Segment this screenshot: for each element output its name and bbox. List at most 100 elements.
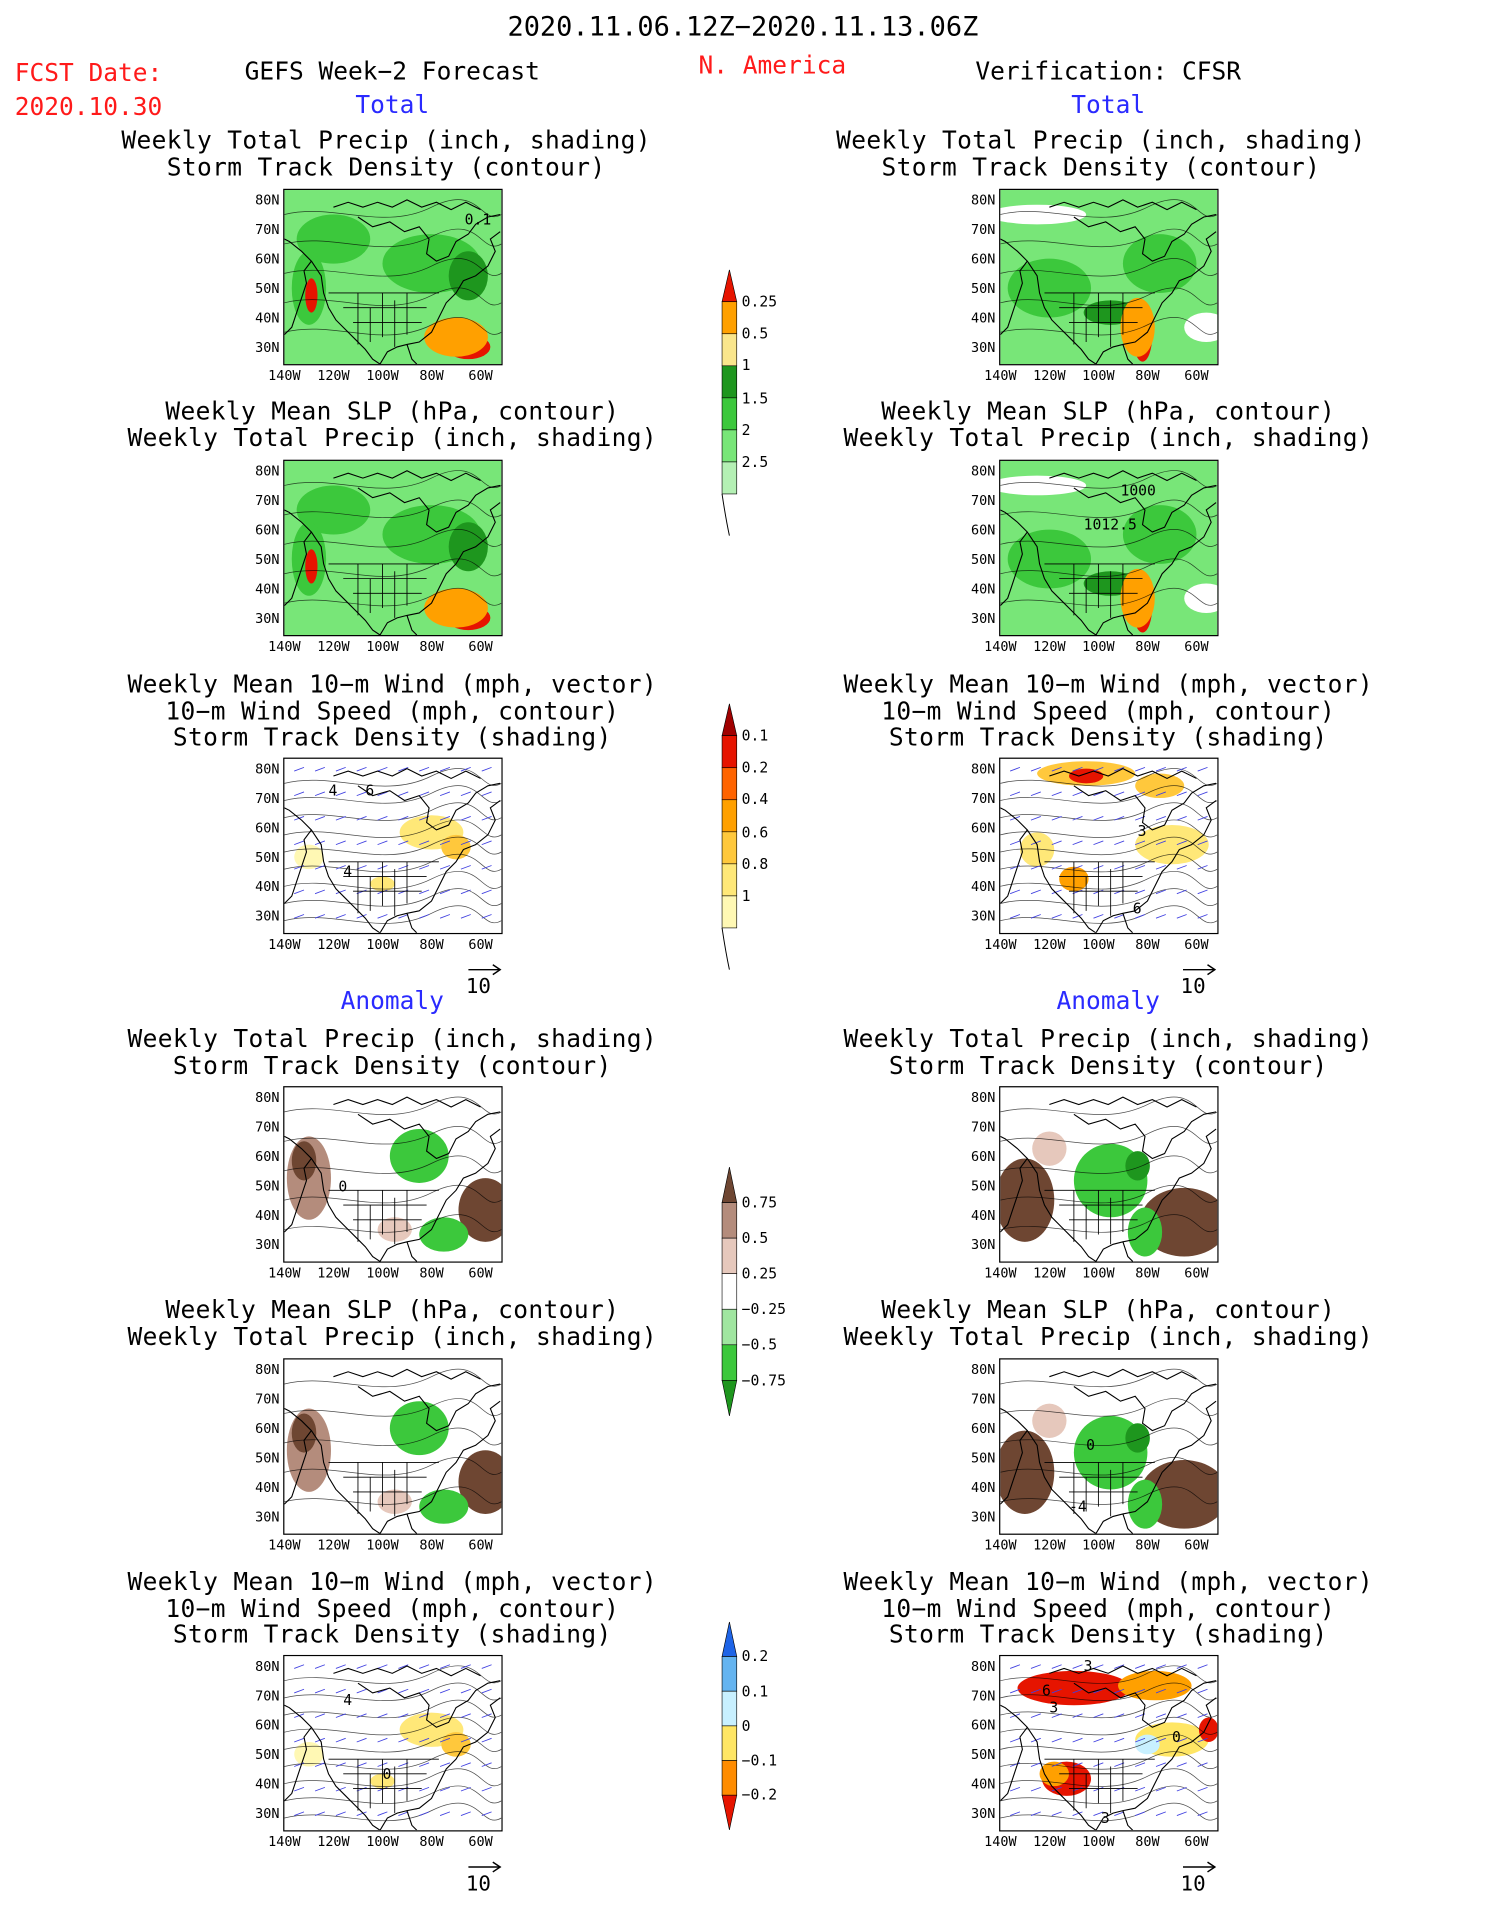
lon-tick-label: 100W [366, 1833, 399, 1850]
lat-tick-label: 40N [971, 581, 996, 598]
wind-vector [1176, 914, 1187, 919]
wind-vector [439, 1811, 451, 1816]
wind-vector [1114, 791, 1125, 797]
wind-vector [398, 816, 409, 821]
shading-region [294, 1741, 324, 1767]
lon-tick-label: 100W [1082, 936, 1115, 953]
wind-vector [419, 914, 430, 919]
lat-tick-label: 60N [255, 522, 280, 539]
colorbar-segment [721, 895, 738, 929]
wind-vector [356, 791, 367, 797]
lat-tick-label: 80N [255, 761, 280, 778]
wind-vector [419, 1786, 430, 1792]
lon-tick-label: 80W [419, 936, 444, 953]
wind-vector [1135, 865, 1146, 870]
panel-title: Weekly Total Precip (inch, shading) Storm… [843, 1023, 1373, 1080]
colorbar-segment [721, 1202, 738, 1239]
contour-line [284, 1699, 502, 1719]
wind-vector [1051, 840, 1062, 846]
state-borders [1044, 861, 1155, 916]
wind-vector [460, 767, 471, 772]
wind-vector [1072, 840, 1083, 846]
vector-reference: 10 [466, 1861, 503, 1895]
contour-label: 0 [338, 1178, 348, 1196]
wind-vector [1135, 1811, 1146, 1816]
wind-vector [1114, 1737, 1125, 1743]
contour-line [284, 587, 502, 607]
wind-vector [1176, 1664, 1187, 1669]
shading-region [1198, 1717, 1218, 1742]
wind-vector [460, 1688, 471, 1694]
contour-line [284, 1368, 502, 1388]
lon-tick-label: 140W [268, 367, 301, 384]
wind-vector [1176, 889, 1187, 895]
lat-tick-label: 60N [971, 522, 996, 539]
colorbar-tick-label: 0.2 [741, 1647, 769, 1666]
wind-vector [1072, 1664, 1083, 1669]
wind-vector [1114, 767, 1125, 772]
contour-line [1000, 1427, 1218, 1446]
colorbar-precip-anomaly: 0.75 0.5 0.25 −0.25 −0.5 −0.75 [721, 1167, 819, 1451]
wind-vector [1030, 1811, 1041, 1816]
lon-tick-label: 100W [1082, 367, 1115, 384]
lat-tick-label: 60N [971, 1717, 996, 1734]
wind-vector [1051, 1762, 1062, 1767]
wind-vector [419, 889, 430, 895]
contour-line [284, 1785, 502, 1804]
wind-vector [398, 1688, 409, 1694]
shading-region [1007, 258, 1092, 318]
state-borders [328, 1758, 439, 1814]
contour-label: 4 [343, 863, 353, 881]
lon-tick-label: 120W [317, 1537, 350, 1554]
lat-tick-label: 80N [255, 1361, 280, 1378]
wind-vector [1155, 1688, 1166, 1694]
lat-tick-label: 50N [971, 1450, 996, 1467]
colorbar-tick-label: 0.5 [741, 1229, 769, 1247]
lon-tick-label: 120W [317, 1265, 350, 1282]
colorbar-tick-label: −0.2 [741, 1786, 778, 1804]
wind-vector [314, 1664, 326, 1669]
shading-region [1125, 1423, 1150, 1453]
contour-line [284, 785, 502, 804]
wind-vector [1114, 840, 1125, 846]
state-borders [1044, 1758, 1155, 1814]
panel-title: Weekly Mean 10−m Wind (mph, vector) 10−m … [127, 669, 658, 752]
lat-tick-label: 60N [255, 1717, 280, 1734]
lon-tick-label: 100W [1082, 1265, 1115, 1282]
contour-line [284, 1486, 502, 1505]
contour-label: 3 [1049, 1699, 1059, 1717]
contour-line [1000, 888, 1218, 907]
wind-vector [294, 840, 305, 846]
wind-vector [1051, 767, 1062, 772]
colorbar-tick-label: 2 [741, 421, 751, 439]
colorbar-tick-label: 0.25 [741, 1265, 778, 1283]
panel-title: Weekly Mean SLP (hPa, contour) Weekly Tot… [127, 395, 658, 452]
lon-tick-label: 60W [468, 367, 493, 384]
coastline [284, 199, 501, 365]
wind-vector [335, 1737, 346, 1743]
wind-vector [356, 840, 367, 846]
wind-vector [1176, 1762, 1187, 1767]
wind-vector [1093, 816, 1104, 821]
wind-vector [439, 1664, 451, 1669]
wind-vector [1009, 889, 1021, 895]
wind-vector [1135, 1688, 1146, 1694]
colorbar-tick-label: 2.5 [741, 453, 769, 471]
wind-vector [1009, 1737, 1021, 1743]
wind-vector [460, 889, 471, 895]
wind-vector [1197, 1762, 1208, 1767]
lon-tick-label: 100W [366, 367, 399, 384]
contour-line [284, 1734, 502, 1753]
state-borders [328, 1189, 439, 1245]
wind-vector [314, 791, 326, 797]
wind-vector [419, 791, 430, 797]
shading-region [1019, 832, 1055, 867]
lat-tick-label: 50N [971, 280, 996, 297]
wind-vector [481, 816, 492, 821]
wind-vector [1197, 767, 1208, 772]
lat-tick-label: 70N [255, 1391, 280, 1408]
contour-line [284, 1427, 502, 1446]
panel-title: Weekly Total Precip (inch, shading) Storm… [836, 125, 1366, 181]
wind-vector [314, 914, 326, 919]
wind-vector [1135, 889, 1146, 895]
